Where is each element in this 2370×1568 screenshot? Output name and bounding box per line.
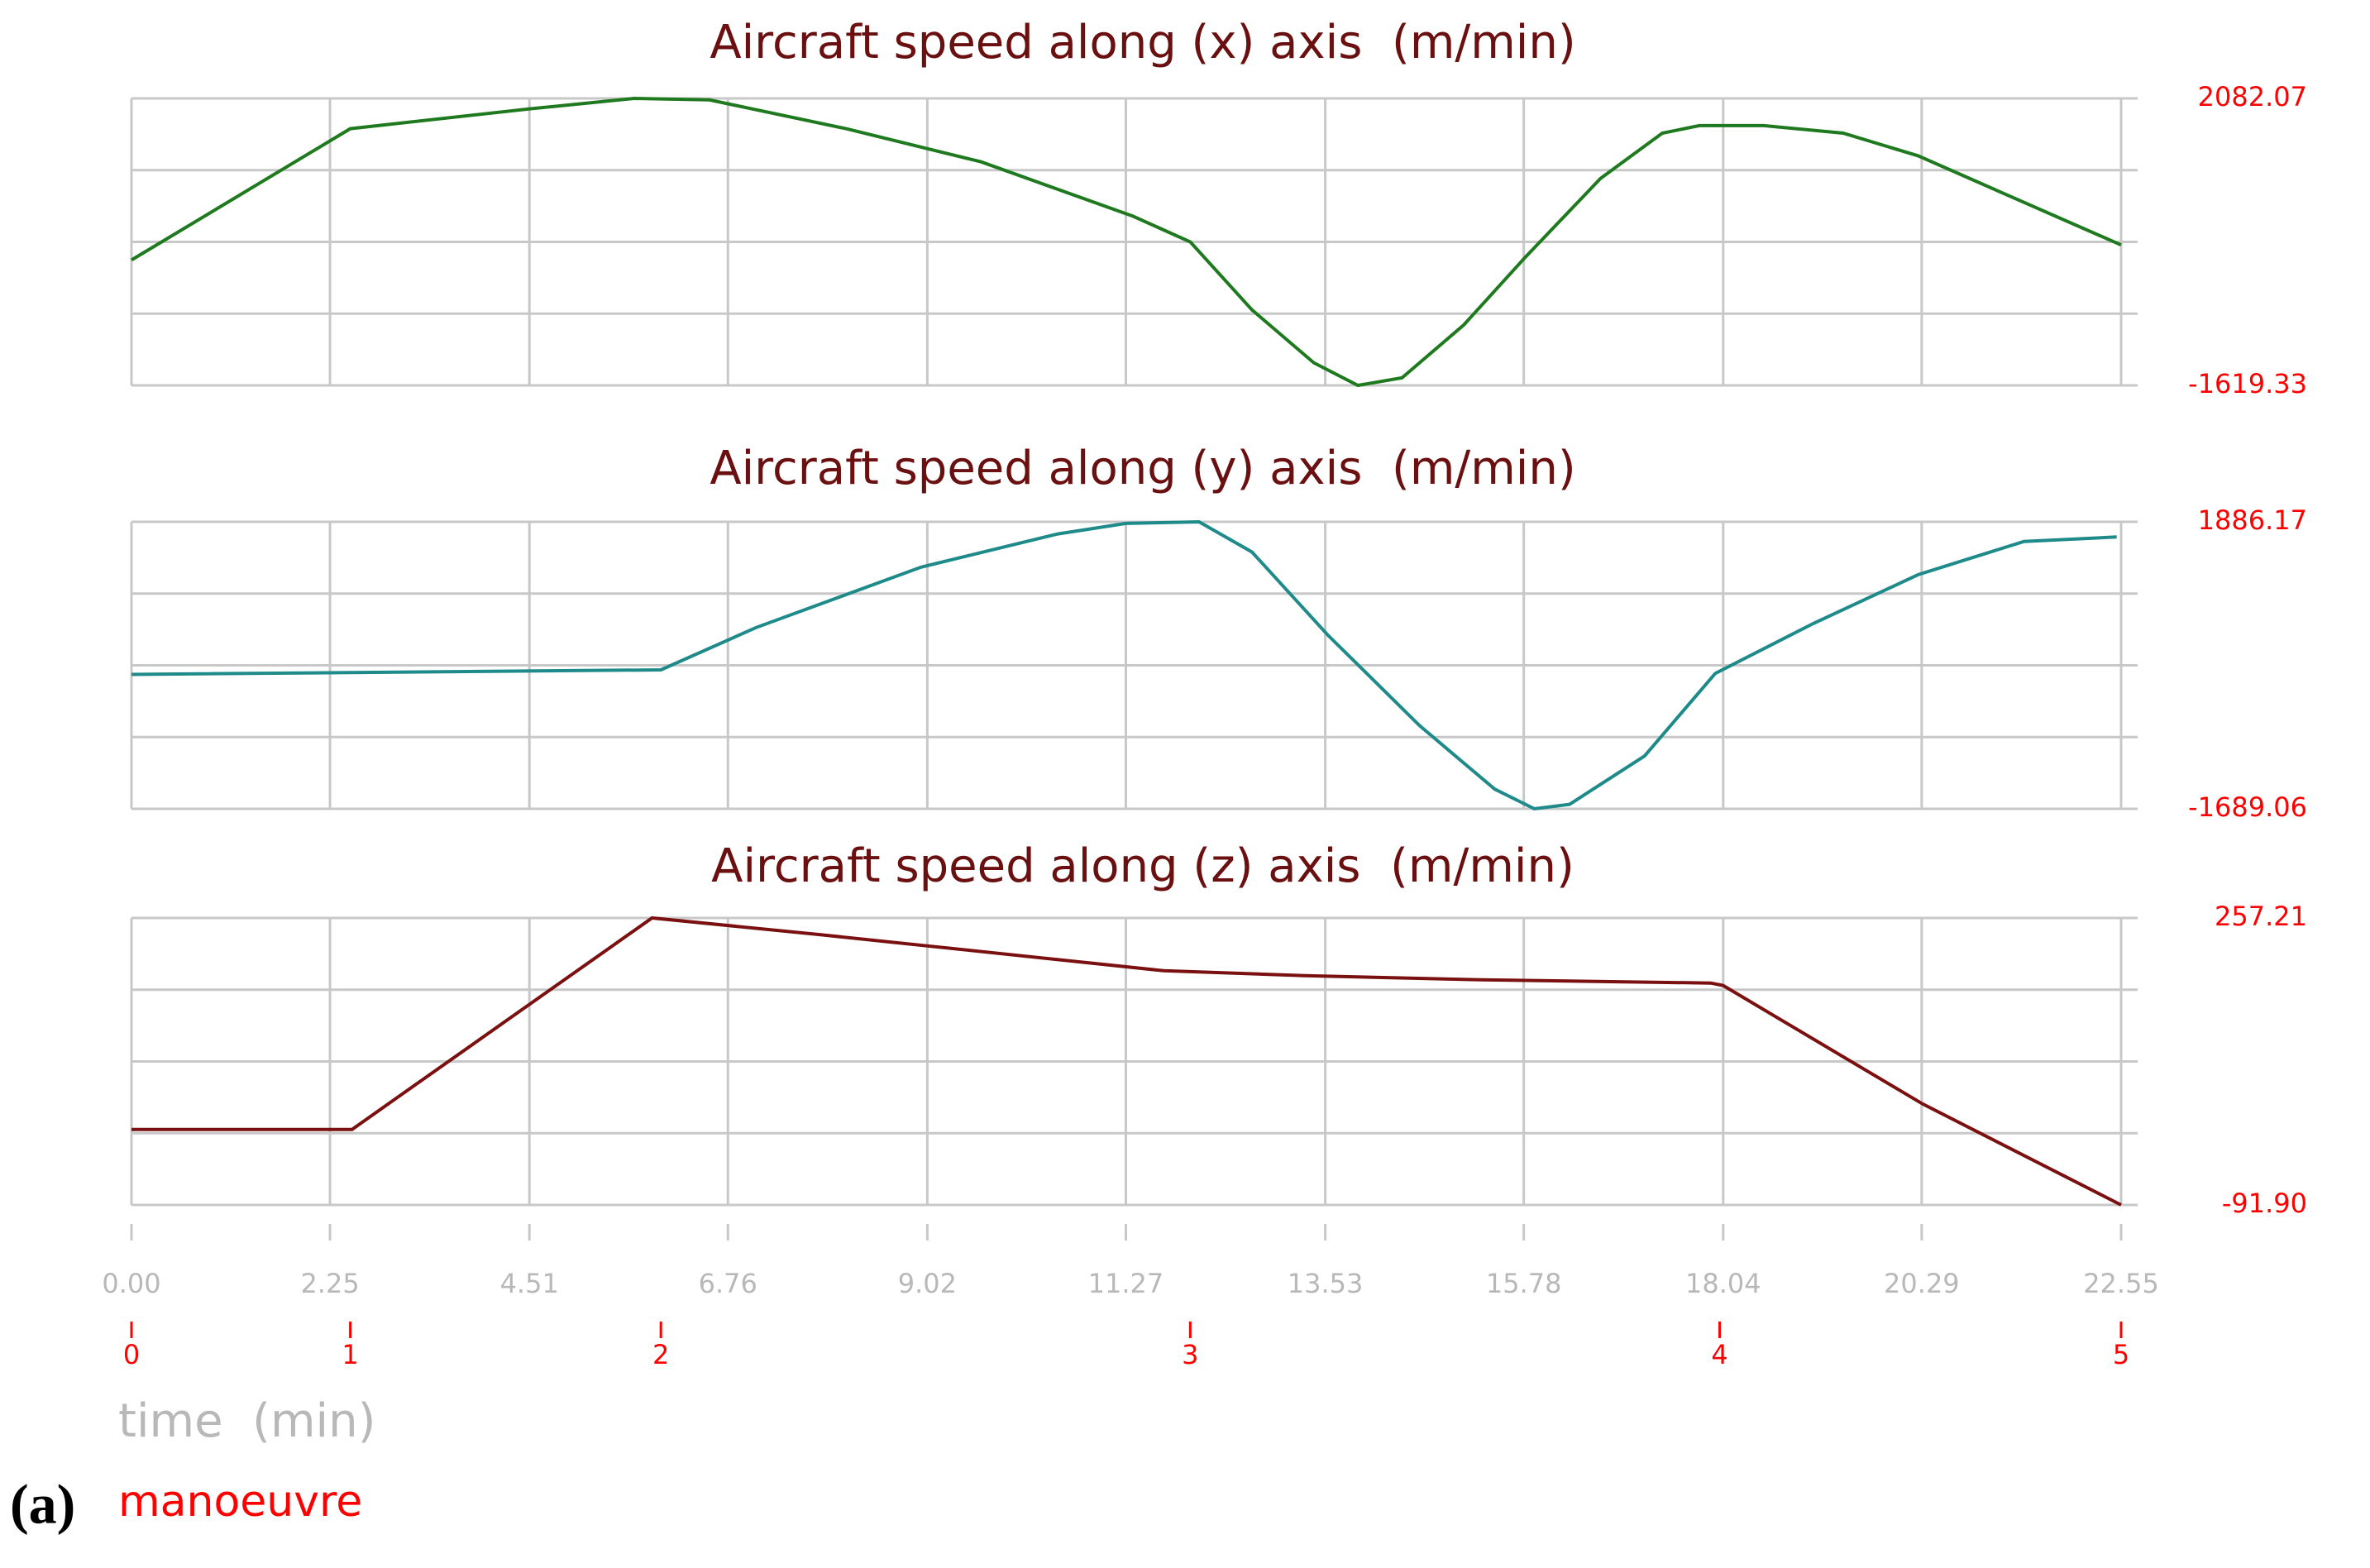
manoeuvre-name: 4 (1711, 1339, 1727, 1370)
manoeuvre-name: 2 (652, 1339, 669, 1370)
chart-title: Aircraft speed along (x) axis (m/min) (710, 16, 1575, 69)
x-axis-label: time (min) (118, 1394, 375, 1448)
x-tick-label: 22.55 (2083, 1268, 2159, 1299)
series-line (131, 519, 2117, 811)
y-tick-label: -91.90 (2222, 1188, 2307, 1219)
x-tick-label: 20.29 (1884, 1268, 1960, 1299)
x-tick-label: 18.04 (1685, 1268, 1761, 1299)
x-tick-label: 2.25 (300, 1268, 359, 1299)
y-tick-label: 1886.17 (2198, 504, 2307, 536)
panel-label: (a) (10, 1473, 75, 1536)
series-line (131, 915, 2122, 1207)
y-tick-label: 2082.07 (2198, 81, 2307, 112)
x-tick-label: 6.76 (699, 1268, 757, 1299)
x-tick-label: 0.00 (102, 1268, 160, 1299)
x-tick-label: 11.27 (1088, 1268, 1164, 1299)
manoeuvre-label: manoeuvre (118, 1477, 362, 1527)
chart-title: Aircraft speed along (z) axis (m/min) (711, 839, 1574, 893)
x-tick-label: 9.02 (898, 1268, 957, 1299)
manoeuvre-name: 5 (2113, 1339, 2129, 1370)
manoeuvre-name: 0 (123, 1339, 140, 1370)
manoeuvre-name: 3 (1182, 1339, 1198, 1370)
y-tick-label: -1619.33 (2188, 368, 2307, 399)
x-tick-label: 4.51 (500, 1268, 559, 1299)
manoeuvre-name: 1 (342, 1339, 358, 1370)
y-tick-label: 257.21 (2215, 901, 2307, 932)
chart-title: Aircraft speed along (y) axis (m/min) (710, 442, 1575, 495)
x-tick-label: 15.78 (1486, 1268, 1562, 1299)
series-line (130, 96, 2122, 388)
y-tick-label: -1689.06 (2188, 791, 2307, 823)
x-tick-label: 13.53 (1288, 1268, 1364, 1299)
